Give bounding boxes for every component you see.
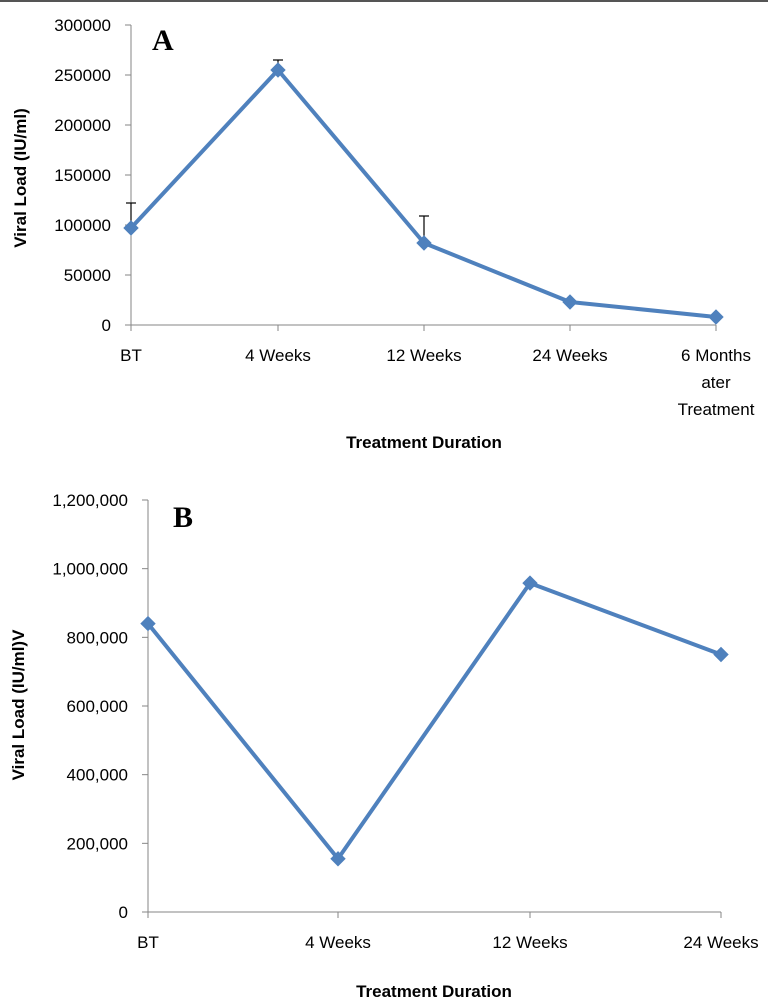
data-point-marker xyxy=(562,294,578,310)
data-point-marker xyxy=(708,309,724,325)
data-point-marker xyxy=(123,220,139,236)
y-tick-label: 250000 xyxy=(54,66,111,85)
y-tick-label: 800,000 xyxy=(67,628,128,647)
chart-panel-a: 0 50000 100000 150000 200000 250000 300000 BT 4 … xyxy=(11,16,755,452)
y-tick-label: 300000 xyxy=(54,16,111,35)
series-line xyxy=(129,68,717,319)
x-tick-label: BT xyxy=(120,346,142,365)
data-point-marker xyxy=(330,851,346,867)
top-border-line xyxy=(0,0,768,2)
panel-label: A xyxy=(152,24,174,57)
y-tick-label: 200000 xyxy=(54,116,111,135)
y-tick-label: 150000 xyxy=(54,166,111,185)
y-tick-label: 1,000,000 xyxy=(52,560,128,579)
y-tick-label: 0 xyxy=(119,903,128,922)
y-tick-label: 600,000 xyxy=(67,697,128,716)
chart-panel-b: 0 200,000 400,000 600,000 800,000 1,000,000 1,… xyxy=(9,491,759,998)
x-tick-label: 4 Weeks xyxy=(305,933,371,952)
y-tick-label: 0 xyxy=(102,316,111,335)
data-point-marker xyxy=(270,62,286,78)
y-axis-title: Viral Load (IU/ml) xyxy=(11,108,30,248)
x-tick-label: 4 Weeks xyxy=(245,346,311,365)
y-tick-label: 400,000 xyxy=(67,766,128,785)
x-tick-label: 24 Weeks xyxy=(532,346,607,365)
y-tick-label: 50000 xyxy=(64,266,111,285)
data-point-marker xyxy=(713,646,729,663)
y-axis-title: Viral Load (IU/ml)V xyxy=(9,629,28,780)
data-point-marker xyxy=(140,615,156,632)
x-tick-label: 6 Months ater Treatment xyxy=(678,346,755,419)
x-tick-label: BT xyxy=(137,933,159,952)
x-tick-label: 24 Weeks xyxy=(683,933,758,952)
series-line xyxy=(146,581,722,861)
x-axis-title: Treatment Duration xyxy=(346,433,502,452)
y-tick-label: 1,200,000 xyxy=(52,491,128,510)
x-tick-label: 12 Weeks xyxy=(492,933,567,952)
x-axis-title: Treatment Duration xyxy=(356,982,512,998)
panel-label: B xyxy=(173,501,193,534)
y-tick-label: 200,000 xyxy=(67,834,128,853)
data-point-marker xyxy=(522,575,538,591)
y-tick-label: 100000 xyxy=(54,216,111,235)
x-tick-label: 12 Weeks xyxy=(386,346,461,365)
data-point-marker xyxy=(416,235,432,251)
